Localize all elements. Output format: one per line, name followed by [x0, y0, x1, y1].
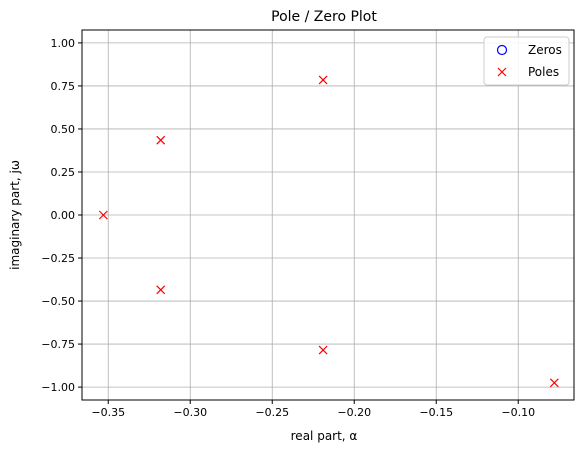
y-tick-label: −0.75 — [41, 338, 75, 351]
x-tick-label: −0.10 — [501, 406, 535, 419]
axis-ticks: −0.35 −0.30 −0.25 −0.20 −0.15 −0.10 1.00 0.75 0.… — [41, 37, 535, 419]
legend-marker-zeros — [496, 44, 508, 56]
x-tick-label: −0.20 — [337, 406, 371, 419]
x-tick-label: −0.35 — [91, 406, 125, 419]
y-tick-label: −0.25 — [41, 252, 75, 265]
legend: Zeros Poles — [483, 36, 570, 86]
plot-frame — [81, 29, 575, 401]
x-tick-label: −0.30 — [173, 406, 207, 419]
chart-title: Pole / Zero Plot — [271, 9, 377, 25]
x-axis-label: real part, α — [291, 429, 358, 443]
y-axis-label: imaginary part, jω — [8, 160, 22, 270]
y-tick-label: −0.50 — [41, 295, 75, 308]
pole-marker — [318, 75, 328, 85]
legend-box — [483, 36, 570, 86]
legend-label-zeros: Zeros — [528, 43, 562, 57]
pole-marker — [318, 345, 328, 355]
y-tick-label: −1.00 — [41, 381, 75, 394]
x-tick-label: −0.15 — [419, 406, 453, 419]
legend-label-poles: Poles — [528, 65, 559, 79]
y-tick-label: 1.00 — [51, 37, 76, 50]
pole-marker — [98, 210, 108, 220]
y-tick-label: 0.50 — [51, 123, 76, 136]
y-tick-label: 0.75 — [51, 80, 76, 93]
pole-marker — [156, 135, 166, 145]
grid — [82, 30, 574, 400]
pole-marker — [549, 378, 559, 388]
y-tick-label: 0.00 — [51, 209, 76, 222]
data-marks — [98, 75, 559, 388]
y-tick-label: 0.25 — [51, 166, 76, 179]
x-tick-label: −0.25 — [255, 406, 289, 419]
pole-marker — [156, 285, 166, 295]
legend-marker-poles — [497, 67, 507, 77]
